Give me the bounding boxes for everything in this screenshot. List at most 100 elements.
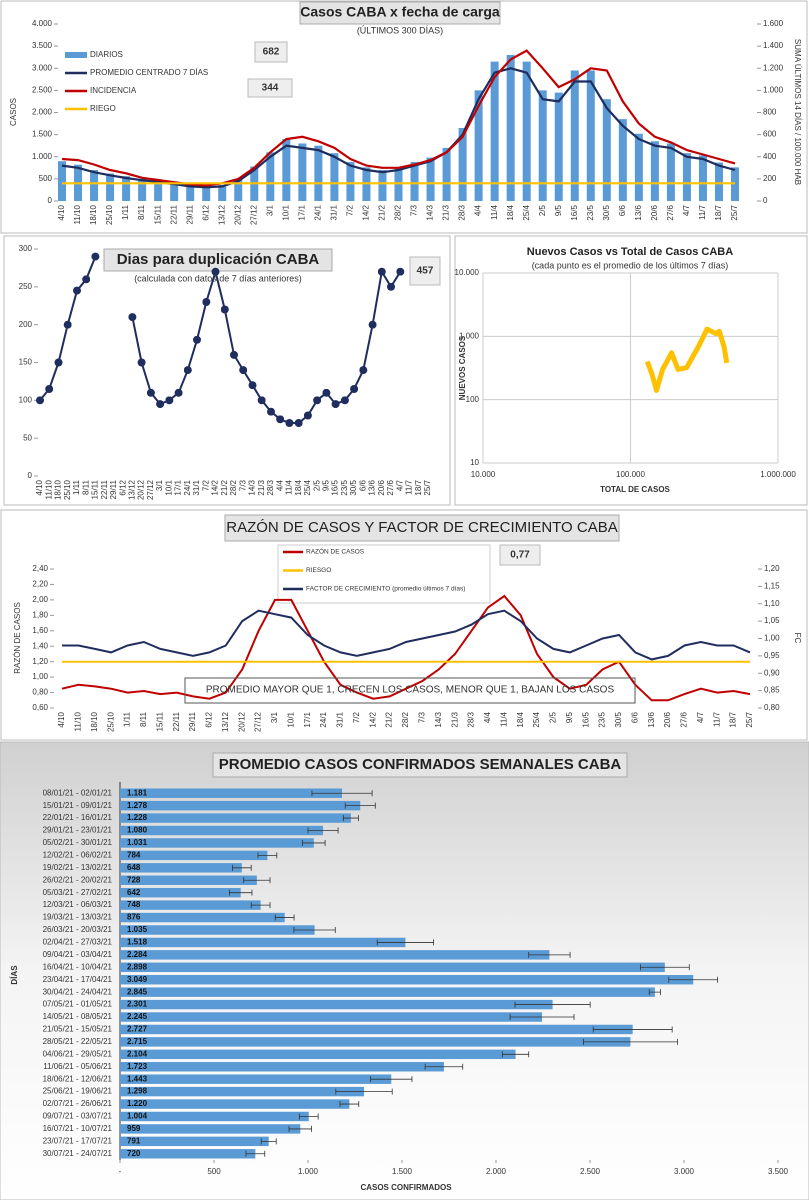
y-tick-label: 1.400 [763,41,784,50]
scatter-line [644,326,730,393]
annotation: 0,77 [510,550,530,561]
value-label: 648 [127,863,141,872]
error-bar [274,914,295,921]
error-bar [307,827,339,834]
y-tick-label: 15/01/21 - 09/01/21 [43,801,113,810]
bar [120,825,324,836]
x-tick-label: 4/10 [57,204,66,220]
y-tick-label: 100 [19,395,33,404]
y-tick-label: 28/05/21 - 22/05/21 [43,1037,113,1046]
y-tick-label: 1.000 [763,85,784,94]
y-tick-label: 1,20 [764,564,780,573]
x-tick-label: 1/11 [121,204,130,220]
x-tick-label: 17/1 [303,711,312,727]
annotation-box [254,41,288,63]
error-bar [668,976,719,983]
value-label: 1.723 [127,1062,148,1071]
value-label: 2.898 [127,962,148,971]
y-tick-label: 600 [763,130,777,139]
bar [57,161,67,201]
bar [120,800,361,811]
x-tick-label: 100.000 [616,470,645,479]
bar [120,1037,631,1047]
x-tick-label: 18/10 [90,711,99,732]
x-tick-label: 18/4 [516,711,525,727]
y-tick-label: 3.500 [32,41,53,50]
bar [618,119,627,201]
x-tick-label: 11/7 [712,711,721,727]
x-tick-label: 18/10 [54,479,63,500]
y-tick-label: 1,10 [764,599,780,608]
annotation: PROMEDIO MAYOR QUE 1, CRECEN LOS CASOS, … [206,685,615,696]
x-tick-label: 25/10 [105,204,114,225]
error-bar [311,790,373,797]
y-tick-label: 02/07/21 - 26/06/21 [43,1099,113,1108]
bar [666,143,675,201]
error-bar [339,1101,360,1108]
x-tick-label: 14/3 [426,204,435,220]
x-tick-label: 22/11 [100,479,109,499]
legend-label: PROMEDIO CENTRADO 7 DÍAS [90,68,208,77]
x-tick-label: 25/7 [730,204,739,220]
y-tick-label: 2,00 [32,595,48,604]
x-tick-label: 29/11 [185,204,194,224]
x-tick-label: 7/2 [346,204,355,216]
x-tick-label: 2.500 [580,1167,601,1176]
y-axis-label: CASOS [9,98,18,126]
y-tick-label: 29/01/21 - 23/01/21 [43,826,113,835]
x-tick-label: 27/6 [386,479,395,495]
annotation-box [247,78,293,98]
x-tick-label: 3/1 [265,204,274,216]
y-tick-label: 05/03/21 - 27/02/21 [43,888,113,897]
bar [714,162,723,201]
y-tick-label: 14/05/21 - 08/05/21 [43,1012,113,1021]
bar [138,178,147,201]
error-bar [335,1088,393,1095]
bar [120,912,285,923]
y-tick-label: 2,40 [32,564,48,573]
x-tick-label: 7/3 [417,711,426,723]
y-tick-label: 11/06/21 - 05/06/21 [43,1062,112,1071]
x-tick-label: 29/11 [109,479,118,499]
x-tick-label: 21/3 [442,204,451,220]
x-tick-label: 10/1 [164,479,173,495]
x-tick-label: 25/10 [63,479,72,500]
x-tick-label: 14/3 [248,479,257,495]
y-tick-label: 1.200 [763,63,784,72]
x-tick-label: 9/5 [565,711,574,723]
value-label: 1.004 [127,1112,148,1121]
y-tick-label: 19/03/21 - 13/03/21 [43,913,113,922]
y-tick-label: 0,60 [32,703,48,712]
bar [442,147,451,201]
x-tick-label: 14/2 [362,204,371,220]
y-tick-label: 26/02/21 - 20/02/21 [43,875,113,884]
y-tick-label: 1,80 [32,610,48,619]
y-tick-label: 0,85 [764,686,780,695]
x-tick-label: 7/3 [238,479,247,491]
y-tick-label: 30/07/21 - 24/07/21 [43,1149,113,1158]
y-tick-label: 26/03/21 - 20/03/21 [43,925,113,934]
x-tick-label: 14/2 [211,479,220,495]
y-tick-label: 1.000 [32,152,53,161]
x-tick-label: 18/10 [89,204,98,225]
y-tick-label: 200 [19,320,33,329]
bar [120,863,242,873]
error-bar [514,1001,591,1008]
x-tick-label: 28/2 [401,711,410,727]
x-tick-label: 25/10 [106,711,115,732]
x-tick-label: 28/2 [394,204,403,220]
x-tick-label: 13/12 [217,204,226,225]
error-bar [232,864,252,871]
chart-title: RAZÓN DE CASOS Y FACTOR DE CRECIMIENTO C… [226,519,617,536]
x-tick-label: 28/3 [458,204,467,220]
value-label: 720 [127,1149,141,1158]
y-tick-label: 12/02/21 - 06/02/21 [43,850,113,859]
x-tick-label: 7/2 [352,711,361,723]
x-tick-label: 28/2 [229,479,238,495]
x-tick-label: 10/1 [286,711,295,727]
y-tick-label: 02/04/21 - 27/03/21 [43,938,113,947]
y-tick-label: 21/05/21 - 15/05/21 [43,1025,113,1034]
x-tick-label: 4/7 [395,479,404,491]
error-bar [509,1014,575,1021]
x-tick-label: 24/1 [183,479,192,495]
